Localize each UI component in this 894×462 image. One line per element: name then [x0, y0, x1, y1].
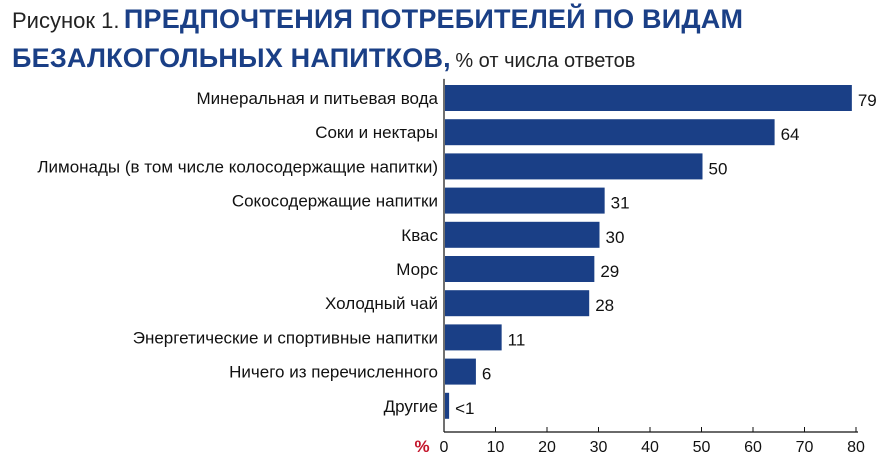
value-label-1: 64: [781, 125, 800, 144]
value-label-9: <1: [455, 399, 474, 418]
x-tick-label-6: 60: [744, 439, 762, 456]
category-label-5: Морс: [396, 260, 438, 279]
value-label-2: 50: [709, 159, 728, 178]
figure-number: Рисунок 1.: [12, 8, 120, 33]
value-label-5: 29: [600, 262, 619, 281]
category-label-8: Ничего из перечисленного: [229, 363, 438, 382]
bar-9: [445, 392, 450, 419]
category-label-3: Сокосодержащие напитки: [232, 192, 438, 211]
figure-title: Рисунок 1. ПРЕДПОЧТЕНИЯ ПОТРЕБИТЕЛЕЙ ПО …: [12, 2, 882, 80]
value-label-4: 30: [606, 228, 625, 247]
bar-5: [445, 256, 595, 282]
x-tick-label-1: 10: [487, 439, 505, 456]
category-label-4: Квас: [401, 226, 438, 245]
x-tick-label-8: 80: [847, 439, 865, 456]
x-tick-label-5: 50: [693, 439, 711, 456]
category-label-1: Соки и нектары: [315, 123, 438, 142]
title-line-1: ПРЕДПОЧТЕНИЯ ПОТРЕБИТЕЛЕЙ ПО ВИДАМ: [123, 4, 744, 34]
bar-6: [445, 290, 590, 317]
category-label-7: Энергетические и спортивные напитки: [133, 328, 438, 347]
category-label-9: Другие: [384, 397, 438, 416]
title-line-2: БЕЗАЛКОГОЛЬНЫХ НАПИТКОВ,: [12, 43, 451, 73]
value-label-3: 31: [611, 194, 630, 213]
bar-0: [445, 85, 852, 111]
x-tick-label-3: 30: [590, 439, 608, 456]
value-label-6: 28: [595, 296, 614, 315]
category-label-0: Минеральная и питьевая вода: [197, 89, 439, 108]
x-tick-label-0: 0: [440, 439, 449, 456]
value-label-8: 6: [482, 365, 491, 384]
x-axis-unit-label: %: [414, 437, 429, 456]
bar-2: [445, 153, 703, 180]
x-tick-label-2: 20: [538, 439, 556, 456]
category-label-2: Лимонады (в том числе колосодержащие нап…: [37, 157, 438, 176]
bar-8: [445, 358, 476, 385]
unit-note: % от числа ответов: [455, 50, 636, 72]
value-label-0: 79: [858, 91, 877, 110]
x-tick-label-7: 70: [796, 439, 814, 456]
bar-4: [445, 221, 600, 248]
bar-1: [445, 119, 775, 146]
bar-7: [445, 324, 502, 351]
x-tick-label-4: 40: [641, 439, 659, 456]
category-label-6: Холодный чай: [325, 294, 438, 313]
value-label-7: 11: [508, 330, 526, 349]
bar-3: [445, 187, 605, 214]
